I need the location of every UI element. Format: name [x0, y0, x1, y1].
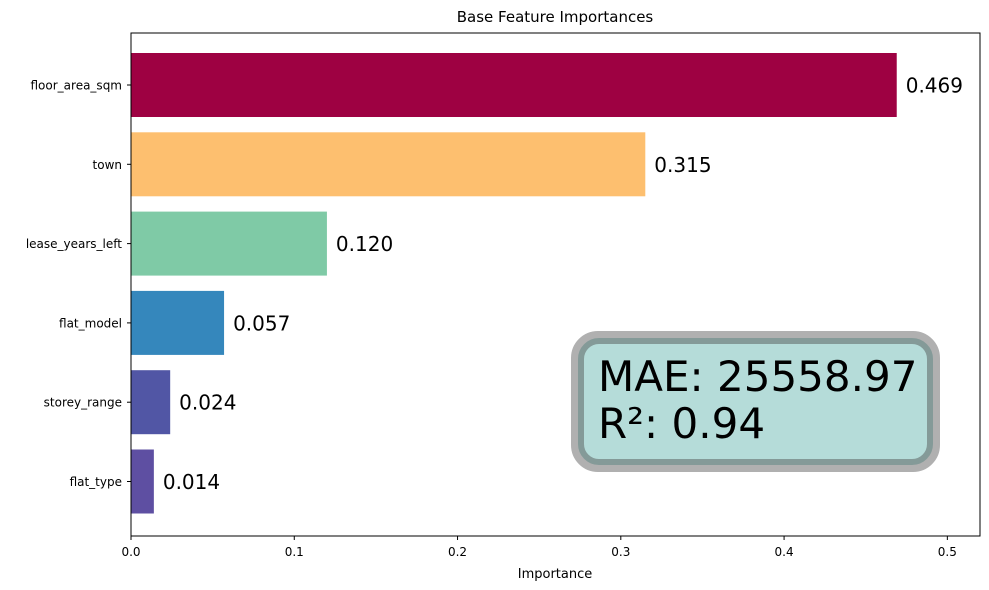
y-tick-label-storey_range: storey_range	[44, 396, 122, 410]
x-tick-label: 0.4	[775, 545, 794, 559]
data-labels-layer: 0.469 0.315 0.120 0.057 0.024 0.014	[163, 74, 963, 495]
y-tick-label-floor_area_sqm: floor_area_sqm	[31, 79, 123, 93]
data-label-floor_area_sqm: 0.469	[906, 74, 963, 98]
annotation-mae-text: MAE: 25558.97	[598, 352, 917, 401]
x-tick-label: 0.0	[121, 545, 140, 559]
x-tick-label: 0.2	[448, 545, 467, 559]
chart-title: Base Feature Importances	[457, 8, 654, 26]
plot-frame	[130, 32, 981, 537]
x-tick-label: 0.5	[938, 545, 957, 559]
data-label-flat_model: 0.057	[233, 311, 290, 335]
x-axis-label: Importance	[518, 567, 593, 582]
metrics-annotation-box: MAE: 25558.97 R²: 0.94	[571, 331, 940, 472]
bar-floor_area_sqm	[131, 53, 897, 117]
bar-flat_type	[131, 449, 154, 514]
bar-storey_range	[131, 370, 171, 435]
data-label-lease_years_left: 0.120	[336, 232, 393, 256]
data-label-town: 0.315	[654, 153, 711, 177]
annotation-r2-text: R²: 0.94	[598, 399, 765, 448]
data-label-flat_type: 0.014	[163, 470, 220, 494]
annotation-box-background	[578, 338, 933, 465]
bar-lease_years_left	[131, 211, 327, 276]
y-tick-label-flat_type: flat_type	[70, 475, 122, 489]
bar-town	[131, 132, 646, 197]
bars-layer	[131, 53, 897, 514]
data-label-storey_range: 0.024	[179, 391, 236, 415]
x-axis: 0.0 0.1 0.2 0.3 0.4 0.5	[121, 536, 957, 559]
bar-flat_model	[131, 290, 225, 355]
y-tick-label-flat_model: flat_model	[59, 316, 122, 330]
annotation-outer-border	[571, 331, 940, 472]
y-tick-label-lease_years_left: lease_years_left	[26, 237, 122, 251]
x-tick-label: 0.3	[611, 545, 630, 559]
y-tick-label-town: town	[93, 158, 122, 172]
x-tick-label: 0.1	[285, 545, 304, 559]
